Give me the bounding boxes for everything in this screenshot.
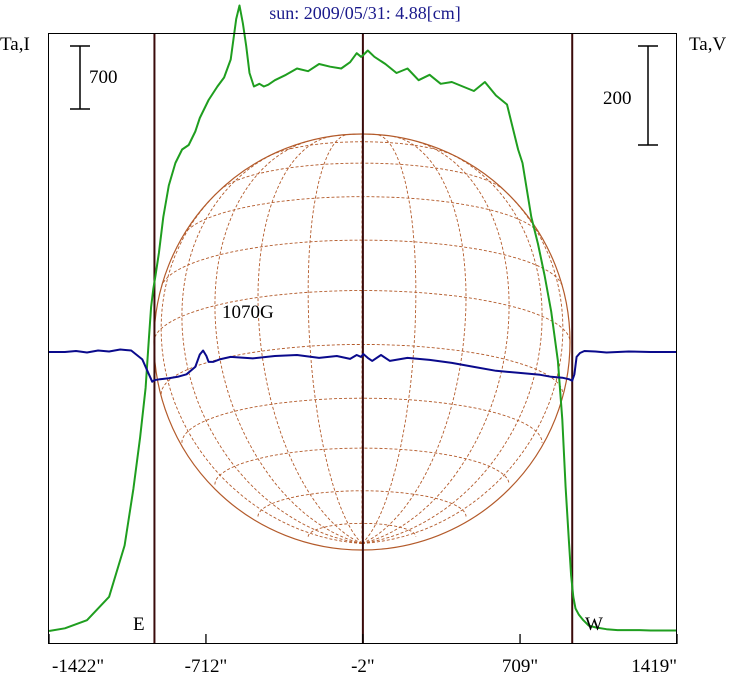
right-scale-label: 200 (603, 88, 632, 109)
x-tick-label: -2" (351, 656, 375, 677)
chart-title: sun: 2009/05/31: 4.88[cm] (269, 3, 461, 23)
longitude-line (214, 140, 363, 544)
longitude-line (307, 134, 363, 544)
west-label: W (585, 614, 603, 635)
polarization-series-line (49, 348, 677, 383)
left-scale-label: 700 (89, 67, 118, 88)
longitude-line (361, 136, 467, 544)
longitude-line (181, 150, 363, 544)
x-axis-ticks: -1422" -712" -2" 709" 1419" (48, 634, 678, 677)
field-annotation: 1070G (222, 302, 274, 323)
longitude-line (361, 150, 543, 544)
left-axis-label: Ta,I (0, 34, 30, 55)
longitude-line (361, 140, 510, 544)
x-tick-label: 709" (502, 656, 538, 677)
longitude-line (361, 134, 417, 544)
data-series (48, 4, 677, 632)
left-scale-bar (70, 45, 90, 110)
right-scale-bar (638, 45, 658, 146)
longitude-line (160, 182, 363, 544)
intensity-series-line (48, 4, 677, 632)
longitude-line (361, 182, 564, 544)
right-axis-label: Ta,V (689, 34, 726, 55)
east-label: E (133, 614, 145, 635)
longitude-line (257, 136, 363, 544)
x-tick-label: 1419" (631, 656, 677, 677)
x-tick-label: -1422" (52, 656, 104, 677)
x-tick-label: -712" (185, 656, 228, 677)
marker-lines (153, 34, 574, 644)
